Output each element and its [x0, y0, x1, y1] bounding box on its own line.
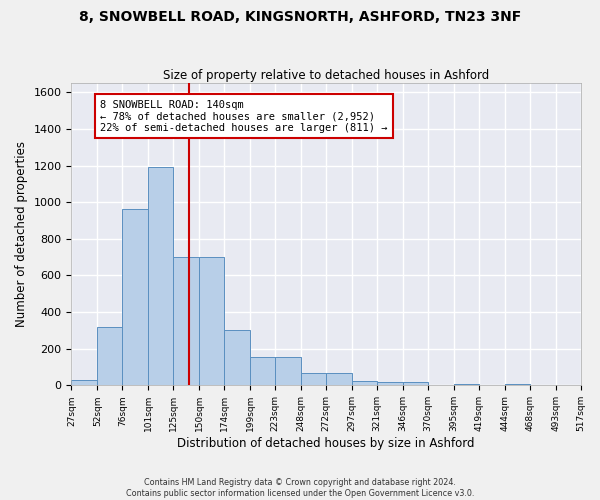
- Bar: [97, 326, 122, 386]
- Text: 8 SNOWBELL ROAD: 140sqm
← 78% of detached houses are smaller (2,952)
22% of semi: 8 SNOWBELL ROAD: 140sqm ← 78% of detache…: [100, 100, 388, 133]
- Bar: [352, 381, 377, 386]
- Bar: [250, 357, 275, 386]
- Bar: [326, 374, 352, 386]
- Bar: [275, 357, 301, 386]
- Y-axis label: Number of detached properties: Number of detached properties: [15, 142, 28, 328]
- Bar: [505, 384, 530, 386]
- Bar: [224, 330, 250, 386]
- X-axis label: Distribution of detached houses by size in Ashford: Distribution of detached houses by size …: [177, 437, 475, 450]
- Text: 8, SNOWBELL ROAD, KINGSNORTH, ASHFORD, TN23 3NF: 8, SNOWBELL ROAD, KINGSNORTH, ASHFORD, T…: [79, 10, 521, 24]
- Bar: [148, 168, 173, 386]
- Bar: [301, 374, 326, 386]
- Bar: [199, 257, 224, 386]
- Bar: [377, 382, 403, 386]
- Bar: [122, 208, 148, 386]
- Bar: [173, 257, 199, 386]
- Text: Contains HM Land Registry data © Crown copyright and database right 2024.
Contai: Contains HM Land Registry data © Crown c…: [126, 478, 474, 498]
- Bar: [454, 384, 479, 386]
- Title: Size of property relative to detached houses in Ashford: Size of property relative to detached ho…: [163, 69, 489, 82]
- Bar: [403, 382, 428, 386]
- Bar: [71, 380, 97, 386]
